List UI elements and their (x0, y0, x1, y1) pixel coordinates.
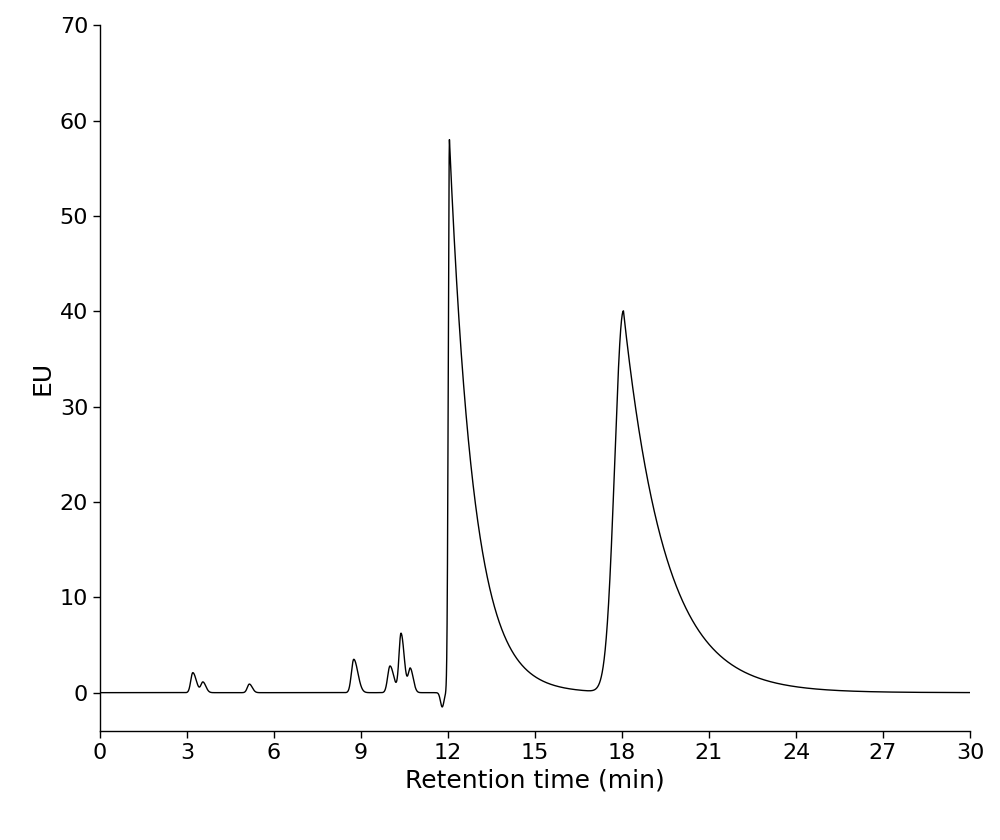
Y-axis label: EU: EU (30, 361, 54, 395)
X-axis label: Retention time (min): Retention time (min) (405, 768, 665, 792)
